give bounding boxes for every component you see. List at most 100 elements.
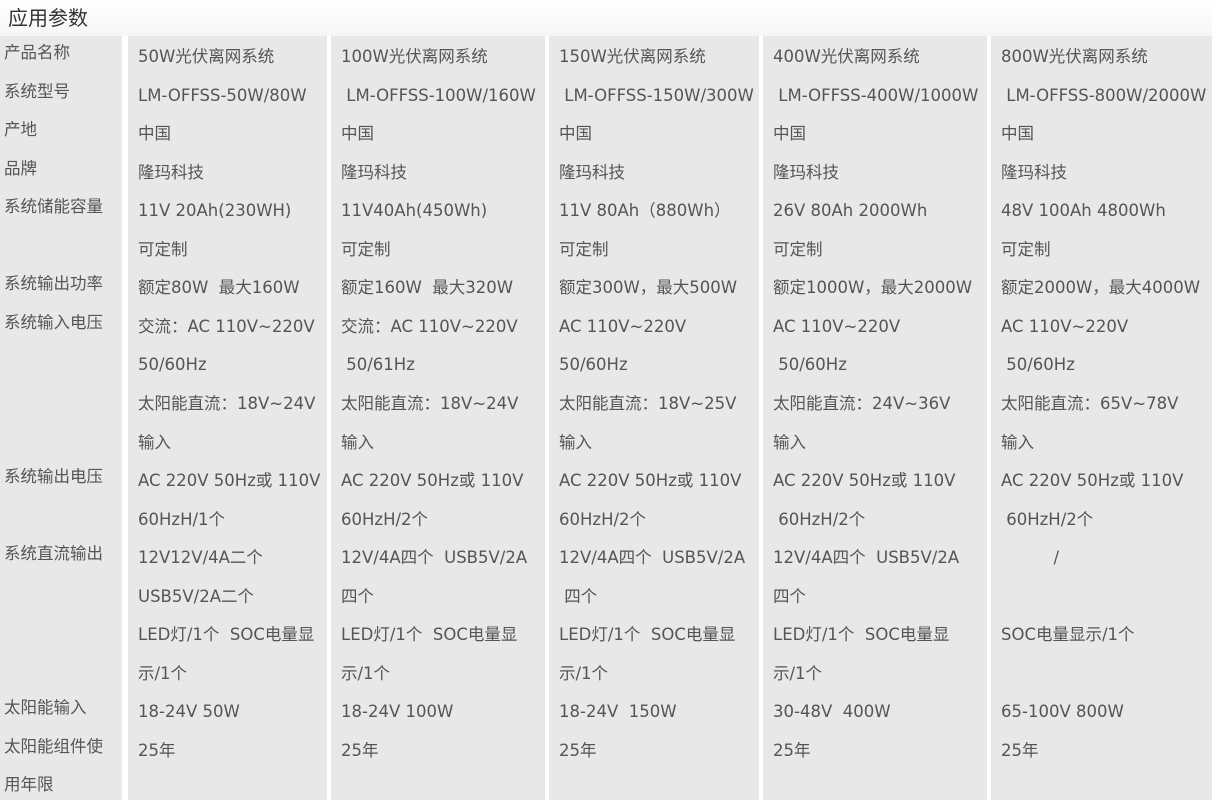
cell-line: 18-24V 50W	[138, 702, 240, 722]
cell-line: 额定300W，最大500W	[559, 278, 738, 298]
cell-line: 交流：AC 110V~220V	[341, 316, 518, 336]
cell-line: AC 220V 50Hz或 110V	[1001, 471, 1184, 491]
product-column-50w: 50W光伏离网系统 LM-OFFSS-50W/80W 中国 隆玛科技 11V 20Ah(…	[128, 36, 327, 800]
cell-line: 中国	[559, 124, 592, 144]
product-column-800w: 800W光伏离网系统 LM-OFFSS-800W/2000W 中国 隆玛科技 48V …	[991, 36, 1212, 800]
cell-line: 额定2000W，最大4000W	[1001, 278, 1201, 298]
row-label: 系统直流输出	[4, 544, 103, 564]
cell-line: 输入	[1001, 432, 1034, 452]
cell-line: 中国	[773, 124, 806, 144]
cell-line: 示/1个	[773, 663, 823, 683]
cell-line: 60HzH/2个	[773, 509, 866, 529]
cell-line: SOC电量显示/1个	[1001, 625, 1135, 645]
cell-line: 18-24V 100W	[341, 702, 454, 722]
cell-line: AC 110V~220V	[773, 316, 901, 336]
cell-line: 输入	[773, 432, 806, 452]
cell-line: 60HzH/1个	[138, 509, 226, 529]
row-label: 系统输出功率	[4, 274, 103, 294]
section-title: 应用参数	[8, 6, 88, 30]
cell-line: 18-24V 150W	[559, 702, 677, 722]
cell-line: 可定制	[559, 239, 609, 259]
cell-line: AC 110V~220V	[559, 316, 687, 336]
cell-line: 150W光伏离网系统	[559, 47, 706, 66]
row-label: 系统输出电压	[4, 467, 103, 487]
cell-line: 额定1000W，最大2000W	[773, 278, 973, 298]
cell-line: 示/1个	[341, 663, 391, 683]
cell-line: 输入	[138, 432, 171, 452]
cell-line: 11V40Ah(450Wh)	[341, 201, 488, 221]
cell-line: 65-100V 800W	[1001, 702, 1124, 722]
cell-line: 中国	[138, 124, 171, 144]
cell-line: 太阳能直流：24V~36V	[773, 393, 951, 413]
cell-line: 400W光伏离网系统	[773, 47, 920, 66]
cell-line: 25年	[773, 740, 811, 760]
cell-line: LM-OFFSS-150W/300W	[559, 85, 754, 105]
cell-line: 可定制	[1001, 239, 1051, 259]
cell-line: 额定160W 最大320W	[341, 278, 514, 298]
cell-line: 60HzH/2个	[341, 509, 429, 529]
cell-line: 25年	[559, 740, 597, 760]
cell-line: AC 220V 50Hz或 110V	[559, 471, 742, 491]
cell-line: 太阳能直流：18V~24V	[138, 393, 316, 413]
cell-line: 输入	[559, 432, 592, 452]
cell-line: 12V/4A四个 USB5V/2A	[773, 548, 960, 568]
cell-line: 60HzH/2个	[559, 509, 647, 529]
cell-line: 太阳能直流：18V~24V	[341, 393, 519, 413]
cell-line: 隆玛科技	[1001, 162, 1067, 182]
cell-line: AC 110V~220V	[1001, 316, 1129, 336]
cell-line: 50W光伏离网系统	[138, 47, 275, 66]
cell-line: 隆玛科技	[559, 162, 625, 182]
cell-line: AC 220V 50Hz或 110V	[773, 471, 956, 491]
row-label: 太阳能输入	[4, 698, 87, 718]
row-label: 系统输入电压	[4, 312, 103, 332]
cell-line: 50/60Hz	[559, 355, 628, 375]
cell-line: /	[1001, 548, 1060, 568]
cell-line: 交流：AC 110V~220V	[138, 316, 315, 336]
cell-line: LED灯/1个 SOC电量显	[341, 625, 518, 645]
cell-line: AC 220V 50Hz或 110V	[341, 471, 524, 491]
cell-line: 48V 100Ah 4800Wh	[1001, 201, 1166, 221]
cell-line: 12V12V/4A二个	[138, 548, 263, 568]
cell-line: 隆玛科技	[341, 162, 407, 182]
cell-line: 800W光伏离网系统	[1001, 47, 1148, 66]
cell-line: 可定制	[341, 239, 391, 259]
row-label: 系统储能容量	[4, 197, 103, 217]
product-column-100w: 100W光伏离网系统 LM-OFFSS-100W/160W 中国 隆玛科技 11V40…	[331, 36, 545, 800]
cell-line: 示/1个	[559, 663, 609, 683]
cell-line: 四个	[559, 586, 598, 606]
cell-line: 11V 80Ah（880Wh）	[559, 201, 731, 221]
cell-line: 30-48V 400W	[773, 702, 891, 722]
cell-line: 隆玛科技	[773, 162, 839, 182]
cell-line: 60HzH/2个	[1001, 509, 1094, 529]
cell-line: LED灯/1个 SOC电量显	[773, 625, 950, 645]
cell-line: USB5V/2A二个	[138, 586, 254, 606]
cell-line: 示/1个	[138, 663, 188, 683]
cell-line: 可定制	[138, 239, 188, 259]
cell-line: 25年	[138, 740, 176, 760]
cell-line: LM-OFFSS-400W/1000W	[773, 85, 979, 105]
row-label: 用年限	[4, 775, 54, 795]
cell-line: 12V/4A四个 USB5V/2A	[559, 548, 746, 568]
cell-line: 中国	[1001, 124, 1034, 144]
cell-line: 额定80W 最大160W	[138, 278, 300, 298]
cell-line: LED灯/1个 SOC电量显	[138, 625, 315, 645]
cell-line: 50/61Hz	[341, 355, 415, 375]
cell-line: 50/60Hz	[138, 355, 207, 375]
cell-line: 11V 20Ah(230WH)	[138, 201, 292, 221]
cell-line: 可定制	[773, 239, 823, 259]
cell-line: 26V 80Ah 2000Wh	[773, 201, 928, 221]
title-bar	[0, 0, 1212, 36]
cell-line: LM-OFFSS-100W/160W	[341, 85, 536, 105]
cell-line: 50/60Hz	[773, 355, 847, 375]
row-label: 品牌	[4, 158, 37, 178]
row-label: 产地	[4, 120, 37, 140]
cell-line: 50/60Hz	[1001, 355, 1075, 375]
cell-line: AC 220V 50Hz或 110V	[138, 471, 321, 491]
product-column-400w: 400W光伏离网系统 LM-OFFSS-400W/1000W 中国隆玛科技 26V …	[763, 36, 987, 800]
cell-line: 太阳能直流：65V~78V	[1001, 393, 1179, 413]
cell-line: 25年	[1001, 740, 1039, 760]
row-label: 产品名称	[4, 43, 70, 62]
cell-line: 四个	[341, 586, 374, 606]
cell-line: 100W光伏离网系统	[341, 47, 488, 66]
cell-line: 太阳能直流：18V~25V	[559, 393, 737, 413]
